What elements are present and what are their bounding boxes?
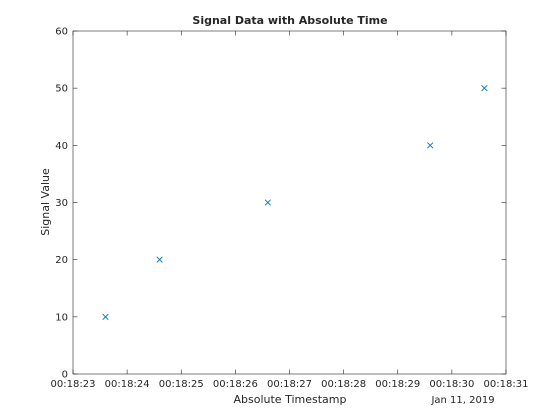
x-tick-label: 00:18:30	[429, 379, 474, 390]
x-tick-label: 00:18:31	[484, 379, 529, 390]
data-point-marker	[427, 142, 434, 149]
data-markers	[102, 85, 488, 320]
data-point-marker	[264, 199, 271, 206]
x-axis-ticks: 00:18:23 00:18:24 00:18:25 00:18:26 00:18:27…	[51, 31, 529, 390]
y-tick-label: 0	[62, 370, 68, 381]
x-axis-date-label: Jan 11, 2019	[430, 395, 494, 406]
x-tick-label: 00:18:26	[213, 379, 258, 390]
y-tick-label: 40	[55, 141, 68, 152]
y-axis-label: Signal Value	[39, 168, 52, 236]
chart-title: Signal Data with Absolute Time	[192, 14, 387, 27]
y-axis-ticks: 0 10 20 30 40 50 60	[55, 27, 506, 381]
x-tick-label: 00:18:24	[105, 379, 150, 390]
x-axis-label: Absolute Timestamp	[234, 393, 347, 406]
data-point-marker	[481, 85, 488, 92]
x-tick-label: 00:18:27	[267, 379, 312, 390]
x-tick-label: 00:18:25	[159, 379, 204, 390]
plot-area	[72, 30, 507, 375]
y-tick-label: 50	[55, 84, 68, 95]
y-tick-label: 60	[55, 27, 68, 38]
y-tick-label: 20	[55, 255, 68, 266]
x-tick-label: 00:18:29	[375, 379, 420, 390]
x-tick-label: 00:18:23	[51, 379, 96, 390]
data-point-marker	[102, 313, 109, 320]
y-tick-label: 10	[55, 312, 68, 323]
x-tick-label: 00:18:28	[321, 379, 366, 390]
data-point-marker	[156, 256, 163, 263]
y-tick-label: 30	[55, 198, 68, 209]
